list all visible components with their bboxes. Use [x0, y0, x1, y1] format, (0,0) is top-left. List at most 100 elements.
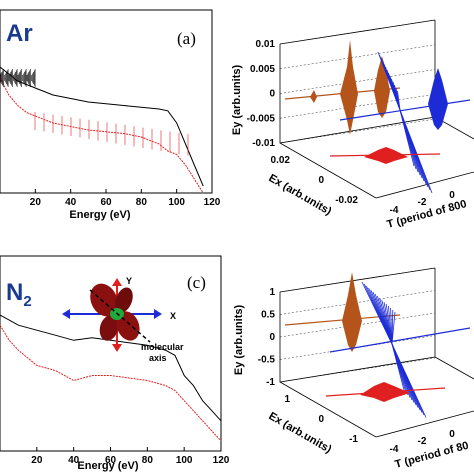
y-arrowhead-down-icon — [112, 344, 122, 352]
a-xtick-label: 60 — [100, 197, 112, 208]
x-arrowhead-right-icon — [154, 309, 162, 319]
b-grid-line — [279, 44, 436, 69]
panel-d-orange-trace — [284, 272, 401, 352]
x-arrowhead-left-icon — [62, 309, 70, 319]
panel-c-species-label: N2 — [6, 279, 32, 310]
panel-d-t-axis-label: T (period of 80 — [394, 440, 470, 471]
lobe-upper-right-icon — [115, 287, 133, 313]
panel-c-x-axis-label: Energy (eV) — [77, 460, 138, 472]
blue-fan-line — [391, 343, 427, 418]
panel-a-species-label: Ar — [6, 20, 33, 47]
b-ex-tick-label: 0 — [318, 175, 324, 186]
c-xtick-label: 120 — [213, 455, 230, 466]
panel-a-x-axis-label: Energy (eV) — [69, 209, 130, 221]
panel-d-blue-trace — [329, 281, 471, 418]
panel-d-t-ticks: -4 -2 0 — [390, 429, 456, 455]
panel-d-red-burst — [360, 382, 410, 402]
panel-b-red-burst — [364, 147, 408, 164]
panel-b-grid — [279, 19, 436, 144]
a-xtick-label: 20 — [30, 197, 42, 208]
a-xtick-label: 100 — [168, 197, 185, 208]
panel-b-blue-burst-1 — [428, 68, 448, 130]
a-xtick-label: 120 — [204, 197, 221, 208]
panel-a-red-curve — [0, 77, 204, 194]
panel-b-orange-burst-1 — [340, 40, 358, 135]
d-ytick-label: 0.5 — [261, 310, 275, 321]
b-t-tick-label: -2 — [418, 197, 427, 208]
panel-b-box-floor-front — [375, 171, 474, 199]
panel-d-ex-ticks: 1 0 -1 — [284, 394, 358, 445]
b-ytick-label: -0.005 — [247, 113, 276, 124]
panel-a-black-curve — [0, 66, 204, 187]
panel-c-red-curve — [0, 324, 222, 442]
d-ex-tick-label: 0 — [318, 414, 324, 425]
blue-fan-line — [399, 109, 433, 194]
d-t-tick-label: 0 — [449, 429, 455, 440]
d-ytick-label: 1 — [269, 287, 275, 298]
panel-b: 0.01 0.005 0 -0.005 -0.01 0.02 0 -0.02 -4 -2 0 E… — [231, 19, 474, 231]
panel-d-box-top-edge — [279, 267, 436, 293]
b-t-tick-label: -4 — [390, 205, 399, 216]
c-xtick-label: 60 — [105, 455, 117, 466]
panel-d-box-floor-front — [375, 410, 474, 438]
molecule-label-line1: molecular — [141, 342, 184, 352]
panel-d-box-back-floor — [434, 356, 474, 380]
d-t-tick-label: -4 — [390, 444, 399, 455]
b-ytick-label: 0.005 — [250, 64, 275, 75]
panel-b-box-top-edge — [279, 19, 436, 45]
panel-b-orange-trace — [284, 40, 401, 135]
panel-b-t-ticks: -4 -2 0 — [390, 190, 456, 216]
c-xtick-label: 20 — [31, 455, 43, 466]
panel-a-noise — [0, 69, 189, 156]
panel-d-orange-burst — [342, 272, 362, 352]
y-arrowhead-up-icon — [112, 278, 122, 286]
d-ex-tick-label: 1 — [284, 394, 290, 405]
panel-c-x-ticks: 20 40 60 80 100 120 — [31, 447, 230, 466]
panel-b-orange-burst-3 — [310, 90, 317, 103]
blue-fan-line — [397, 90, 401, 111]
b-t-tick-label: 0 — [449, 190, 455, 201]
c-xtick-label: 80 — [142, 455, 154, 466]
b-ytick-label: 0 — [269, 89, 275, 100]
d-ytick-label: -0.5 — [258, 355, 276, 366]
panel-b-red-trace — [329, 147, 441, 164]
blue-fan-line — [391, 311, 396, 345]
panel-b-blue-trace — [339, 51, 471, 194]
x-axis-letter: X — [170, 311, 176, 321]
panel-d-y-ticks: 1 0.5 0 -0.5 -1 — [258, 287, 276, 388]
panel-b-y-ticks: 0.01 0.005 0 -0.005 -0.01 — [247, 39, 276, 149]
b-ex-tick-label: -0.02 — [335, 195, 358, 206]
d-ytick-label: 0 — [269, 332, 275, 343]
c-xtick-label: 100 — [176, 455, 193, 466]
lobe-upper-left-icon — [90, 283, 118, 317]
panel-c-black-curve — [0, 314, 222, 422]
panel-b-orange-burst-2 — [374, 56, 390, 118]
panel-b-box-floor-left — [279, 142, 377, 199]
panel-a-tag: (a) — [177, 29, 196, 48]
panel-d: 10.50-0.5-1 10-1 -4-20 Ey (arb.units) Ex… — [233, 267, 474, 471]
molecule-inset: Y X molecular axis — [62, 276, 184, 363]
a-xtick-label: 40 — [65, 197, 77, 208]
panel-b-box-back — [279, 20, 436, 144]
panel-b-ex-ticks: 0.02 0 -0.02 — [271, 155, 359, 206]
panel-a-x-ticks: 20 40 60 80 100 120 — [30, 189, 221, 208]
panel-d-blue-fan — [361, 281, 427, 418]
b-ex-tick-label: 0.02 — [271, 155, 291, 166]
a-xtick-label: 80 — [136, 197, 148, 208]
d-t-tick-label: -2 — [418, 436, 427, 447]
panel-b-y-axis-label: Ey (arb.units) — [231, 65, 243, 136]
b-ytick-label: 0.01 — [256, 39, 276, 50]
panel-c-tag: (c) — [187, 273, 206, 292]
panel-c: N2 (c) Y X molecular axis 20 40 60 80 100 120… — [0, 255, 230, 472]
b-ytick-label: -0.01 — [252, 138, 275, 149]
panel-a: Ar (a) 20 40 60 80 100 120 Energy (eV) — [0, 9, 221, 221]
molecular-axis-line — [89, 289, 151, 343]
d-ex-tick-label: -1 — [349, 434, 358, 445]
panel-d-red-trace — [325, 382, 446, 402]
b-grid-line — [279, 69, 436, 94]
c-xtick-label: 40 — [68, 455, 80, 466]
d-ytick-label: -1 — [266, 377, 275, 388]
lobe-lower-left-icon — [99, 315, 119, 341]
panel-d-box-floor-left — [279, 381, 377, 438]
